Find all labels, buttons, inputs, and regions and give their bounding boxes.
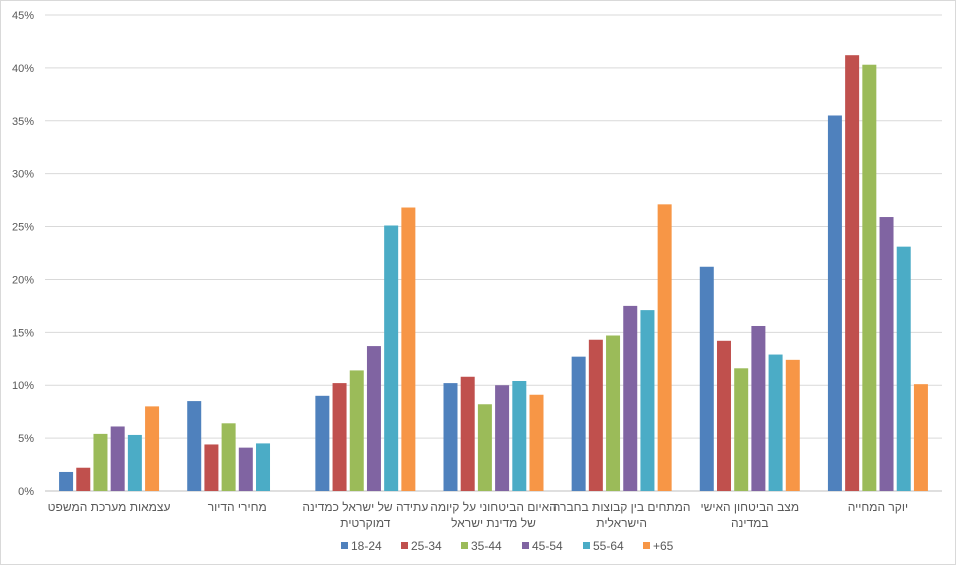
legend-swatch-35-44 [461,542,468,549]
y-tick-label: 45% [12,10,34,22]
bar-18-24-cat-1 [187,401,202,491]
bar-25-34-cat-2 [332,383,347,491]
legend-swatch-55-64 [583,542,590,549]
bar-55-64-cat-4 [640,310,655,491]
gridlines [45,14,942,492]
legend-label-45-54: 45-54 [532,539,563,553]
legend-label-+65: +65 [653,539,674,553]
category-label: מחירי הדיור [208,500,267,514]
bars [59,55,928,491]
category-label: במדינה [731,516,768,530]
category-label: עצמאות מערכת המשפט [48,500,171,514]
bar-35-44-cat-1 [221,423,236,491]
legend-swatch-18-24 [341,542,348,549]
bar-35-44-cat-4 [606,335,621,491]
legend: 18-24 25-34 35-44 45-54 55-64 +65 [341,539,674,553]
bar-+65-cat-0 [145,406,160,491]
bar-+65-cat-4 [657,204,672,491]
category-label: יוקר המחייה [848,500,908,514]
bar-18-24-cat-3 [443,383,458,491]
bar-55-64-cat-1 [256,443,271,491]
bar-+65-cat-2 [401,207,416,491]
bar-35-44-cat-5 [734,368,749,491]
y-tick-label: 25% [12,222,34,234]
bar-18-24-cat-2 [315,395,330,491]
bar-+65-cat-5 [785,359,800,491]
bar-55-64-cat-0 [127,434,142,491]
bar-25-34-cat-6 [845,55,860,491]
legend-label-18-24: 18-24 [351,539,382,553]
bar-+65-cat-3 [529,394,544,491]
legend-swatch-45-54 [522,542,529,549]
legend-label-25-34: 25-34 [411,539,442,553]
bar-35-44-cat-0 [93,433,108,491]
y-tick-label: 10% [12,380,34,392]
bar-18-24-cat-4 [571,356,586,491]
category-label: של מדינת ישראל [451,516,536,530]
y-tick-label: 5% [18,433,34,445]
bar-55-64-cat-5 [768,354,783,491]
bar-55-64-cat-6 [896,246,911,491]
y-tick-label: 30% [12,169,34,181]
y-tick-label: 0% [18,486,34,498]
bar-18-24-cat-0 [59,471,74,491]
legend-label-55-64: 55-64 [593,539,624,553]
y-tick-label: 40% [12,63,34,75]
category-label: המתחים בין קבוצות בחברה [553,500,691,514]
category-label: עתידה של ישראל כמדינה [302,500,428,514]
bar-55-64-cat-3 [512,380,527,491]
bar-35-44-cat-6 [862,64,877,491]
category-label: הישראלית [596,516,647,530]
bar-35-44-cat-2 [349,370,364,491]
x-axis-category-labels: עצמאות מערכת המשפט מחירי הדיור עתידה של יש… [48,500,908,530]
bar-45-54-cat-0 [110,426,125,491]
category-label: האיום הביטחוני על קיומה [430,500,557,514]
bar-18-24-cat-6 [827,115,842,491]
bar-+65-cat-6 [913,384,928,491]
bar-45-54-cat-4 [623,305,638,491]
legend-swatch-+65 [643,542,650,549]
bar-45-54-cat-6 [879,217,894,491]
bar-45-54-cat-3 [495,385,510,491]
bar-25-34-cat-1 [204,444,219,491]
bar-25-34-cat-4 [588,339,603,491]
bar-45-54-cat-2 [366,346,381,491]
legend-swatch-25-34 [401,542,408,549]
bar-45-54-cat-1 [238,447,253,491]
bar-55-64-cat-2 [384,225,399,491]
bar-25-34-cat-5 [716,340,731,491]
y-tick-label: 15% [12,327,34,339]
y-tick-label: 20% [12,274,34,286]
bar-25-34-cat-3 [460,376,475,491]
category-label: מצב הביטחון האישי [700,500,799,514]
bar-25-34-cat-0 [76,467,91,491]
y-tick-label: 35% [12,116,34,128]
category-label: דמוקרטית [340,516,390,530]
legend-label-35-44: 35-44 [471,539,502,553]
bar-18-24-cat-5 [699,266,714,491]
bar-35-44-cat-3 [477,404,492,491]
bar-45-54-cat-5 [751,325,766,491]
y-axis-tick-labels: 0% 5% 10% 15% 20% 25% 30% 35% 40% 45% [12,10,34,498]
